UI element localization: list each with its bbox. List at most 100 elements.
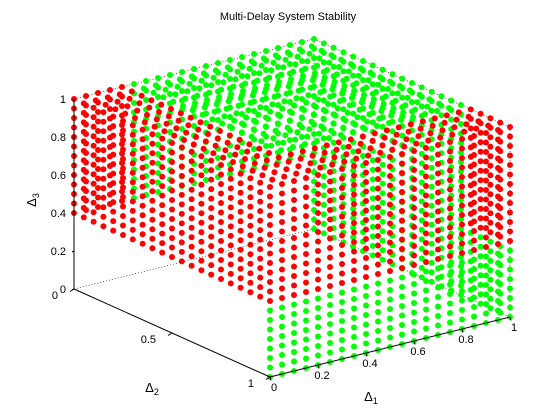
data-point xyxy=(353,155,360,162)
data-point xyxy=(267,184,273,190)
data-point xyxy=(327,330,333,337)
data-point xyxy=(418,255,425,262)
data-point xyxy=(411,214,417,221)
data-point xyxy=(411,300,417,306)
data-point xyxy=(369,242,376,249)
data-point xyxy=(363,236,369,242)
data-point xyxy=(399,217,405,224)
data-point xyxy=(307,160,314,167)
data-point xyxy=(188,158,195,165)
data-point xyxy=(249,167,256,174)
data-point xyxy=(423,202,429,208)
data-point xyxy=(327,226,333,232)
data-point xyxy=(399,265,405,271)
data-point xyxy=(124,103,131,110)
data-point xyxy=(263,157,270,164)
data-point xyxy=(387,334,393,341)
data-point xyxy=(375,299,381,306)
data-point xyxy=(455,109,462,116)
x-tick-mark xyxy=(461,328,464,333)
data-point xyxy=(350,129,356,135)
data-point xyxy=(139,183,146,190)
data-point xyxy=(435,151,441,158)
data-point xyxy=(427,130,434,137)
data-point xyxy=(351,87,358,94)
data-point xyxy=(411,195,417,202)
data-point xyxy=(315,229,321,235)
data-point xyxy=(129,188,136,195)
data-point xyxy=(399,151,405,157)
data-point xyxy=(315,219,321,226)
x-tick-label: 1 xyxy=(511,322,517,334)
data-point xyxy=(188,186,195,193)
data-point xyxy=(387,287,393,293)
data-point xyxy=(303,336,309,343)
data-point xyxy=(267,269,273,276)
data-point xyxy=(360,153,366,159)
data-point xyxy=(158,101,165,108)
data-point xyxy=(418,207,425,214)
data-point xyxy=(301,107,307,113)
data-point xyxy=(339,90,346,97)
data-point xyxy=(423,230,429,237)
data-point xyxy=(146,104,153,111)
data-point xyxy=(159,135,166,142)
data-point xyxy=(443,112,450,119)
data-point xyxy=(320,220,327,227)
data-point xyxy=(411,319,417,325)
data-point xyxy=(399,331,405,338)
data-point xyxy=(259,172,266,179)
data-point xyxy=(90,209,97,216)
data-point xyxy=(451,124,458,131)
data-point xyxy=(303,260,309,267)
z-axis-label: Δ3 xyxy=(24,193,41,207)
data-point xyxy=(257,236,264,243)
data-point xyxy=(149,188,156,195)
data-point xyxy=(304,58,311,65)
data-point xyxy=(305,167,312,174)
data-point xyxy=(143,78,149,84)
data-point xyxy=(299,39,305,45)
data-point xyxy=(95,118,101,125)
data-point xyxy=(129,179,136,186)
data-point xyxy=(423,316,429,322)
data-point xyxy=(247,289,254,296)
data-point xyxy=(330,139,337,146)
data-point xyxy=(257,208,264,215)
data-point xyxy=(423,154,429,161)
data-point xyxy=(203,177,209,183)
data-point xyxy=(363,321,369,328)
data-point xyxy=(428,155,435,162)
data-point xyxy=(418,150,425,157)
data-point xyxy=(350,234,357,241)
data-point xyxy=(351,239,357,245)
data-point xyxy=(369,62,376,69)
data-point xyxy=(315,286,321,292)
data-point xyxy=(339,308,345,315)
data-point xyxy=(363,245,369,252)
data-point xyxy=(459,231,465,237)
data-point xyxy=(418,160,425,167)
data-point xyxy=(477,186,484,193)
data-point xyxy=(375,185,381,192)
data-point xyxy=(90,161,97,168)
data-point xyxy=(80,195,87,202)
data-point xyxy=(279,209,285,216)
data-point xyxy=(279,257,285,263)
data-point xyxy=(428,183,435,190)
data-point xyxy=(333,146,340,153)
data-point xyxy=(495,165,501,171)
data-point xyxy=(363,188,369,195)
z-tick-mark xyxy=(71,250,75,253)
data-point xyxy=(507,304,513,311)
data-point xyxy=(279,181,285,187)
data-point xyxy=(423,173,429,180)
data-point xyxy=(380,100,387,107)
data-point xyxy=(387,173,393,179)
data-point xyxy=(435,275,441,281)
data-point xyxy=(399,312,405,319)
data-point xyxy=(327,292,333,299)
data-point xyxy=(487,200,494,207)
data-point xyxy=(435,218,441,224)
data-point xyxy=(303,213,309,219)
